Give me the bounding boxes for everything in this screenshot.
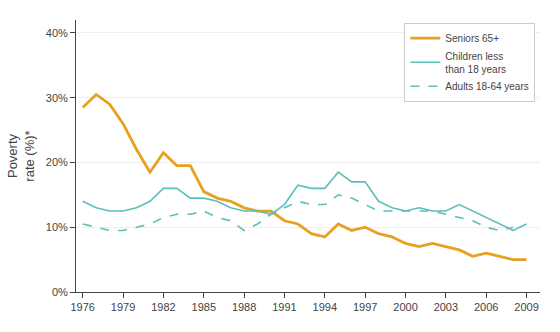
svg-text:1988: 1988 [232,301,256,313]
svg-text:1991: 1991 [272,301,296,313]
svg-text:1976: 1976 [70,301,94,313]
svg-text:Seniors 65+: Seniors 65+ [445,33,499,44]
svg-text:40%: 40% [46,27,68,39]
svg-text:10%: 10% [46,221,68,233]
svg-text:1985: 1985 [192,301,216,313]
svg-text:2009: 2009 [514,301,538,313]
svg-text:1982: 1982 [151,301,175,313]
svg-text:0%: 0% [52,286,68,298]
svg-text:2006: 2006 [474,301,498,313]
svg-text:30%: 30% [46,92,68,104]
svg-text:Adults 18-64 years: Adults 18-64 years [445,81,528,92]
svg-text:2000: 2000 [393,301,417,313]
svg-text:1994: 1994 [313,301,337,313]
svg-text:20%: 20% [46,156,68,168]
svg-text:Povertyrate (%)*: Povertyrate (%)* [5,130,37,181]
svg-text:1997: 1997 [353,301,377,313]
svg-text:1979: 1979 [111,301,135,313]
svg-text:Children lessthan 18 years: Children lessthan 18 years [445,51,506,75]
svg-text:2003: 2003 [434,301,458,313]
